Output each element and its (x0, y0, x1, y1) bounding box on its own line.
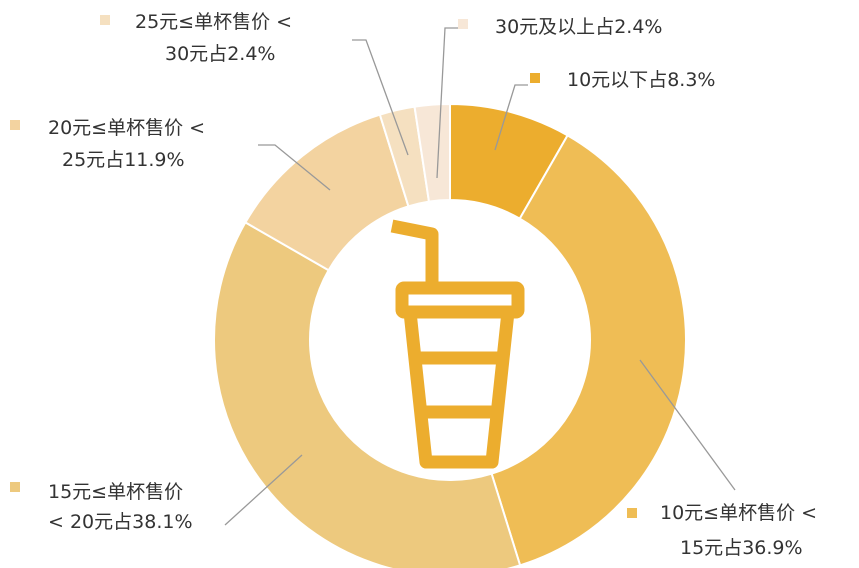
value-label: 占38.1% (113, 511, 192, 533)
value-label: 占11.9% (105, 149, 184, 171)
slice-label: 15元占36.9% (680, 537, 803, 559)
cup-icon (390, 219, 525, 469)
category-label: 15元≤单杯售价 (48, 481, 183, 503)
slice-label: 25元≤单杯售价 < (135, 11, 292, 33)
slice-label: < 20元占38.1% (48, 511, 193, 533)
value-label: 占36.9% (723, 537, 802, 559)
category-label: 10元以下 (567, 69, 648, 91)
category-label: 25元 (62, 149, 105, 171)
legend-swatch (530, 73, 540, 83)
slice-label: 20元≤单杯售价 < (48, 117, 205, 139)
legend-swatch (458, 19, 468, 29)
leader-line (224, 454, 303, 526)
donut (213, 102, 687, 568)
leader-line (494, 84, 528, 151)
legend-swatch (10, 120, 20, 130)
leader-line (639, 359, 736, 491)
leader-line (436, 27, 458, 179)
category-label: 20元≤单杯售价 < (48, 117, 205, 139)
value-label: 占8.3% (648, 69, 715, 91)
leader-line (258, 144, 331, 191)
value-label: 占2.4% (595, 16, 662, 38)
donut-slice (213, 221, 522, 568)
legend-swatch (100, 15, 110, 25)
slice-label: 30元占2.4% (165, 43, 275, 65)
labels: 10元以下占8.3% 10元≤单杯售价 < 15元占36.9% 15元≤单杯售价 < 2… (10, 11, 817, 559)
legend-swatch (627, 508, 637, 518)
slice-label: 30元及以上占2.4% (495, 16, 662, 38)
slice-label: 10元以下占8.3% (567, 69, 715, 91)
category-label: 25元≤单杯售价 < (135, 11, 292, 33)
slice-label: 25元占11.9% (62, 149, 185, 171)
slice-label: 10元≤单杯售价 < (660, 502, 817, 524)
donut-slice (490, 134, 687, 567)
donut-slice (413, 102, 451, 203)
leader-line (352, 39, 409, 156)
category-label: < 20元 (48, 511, 113, 533)
category-label: 10元≤单杯售价 < (660, 502, 817, 524)
value-label: 占2.4% (208, 43, 275, 65)
category-label: 30元 (165, 43, 208, 65)
legend-swatch (10, 482, 20, 492)
category-label: 30元及以上 (495, 16, 595, 38)
slice-label: 15元≤单杯售价 (48, 481, 183, 503)
category-label: 15元 (680, 537, 723, 559)
